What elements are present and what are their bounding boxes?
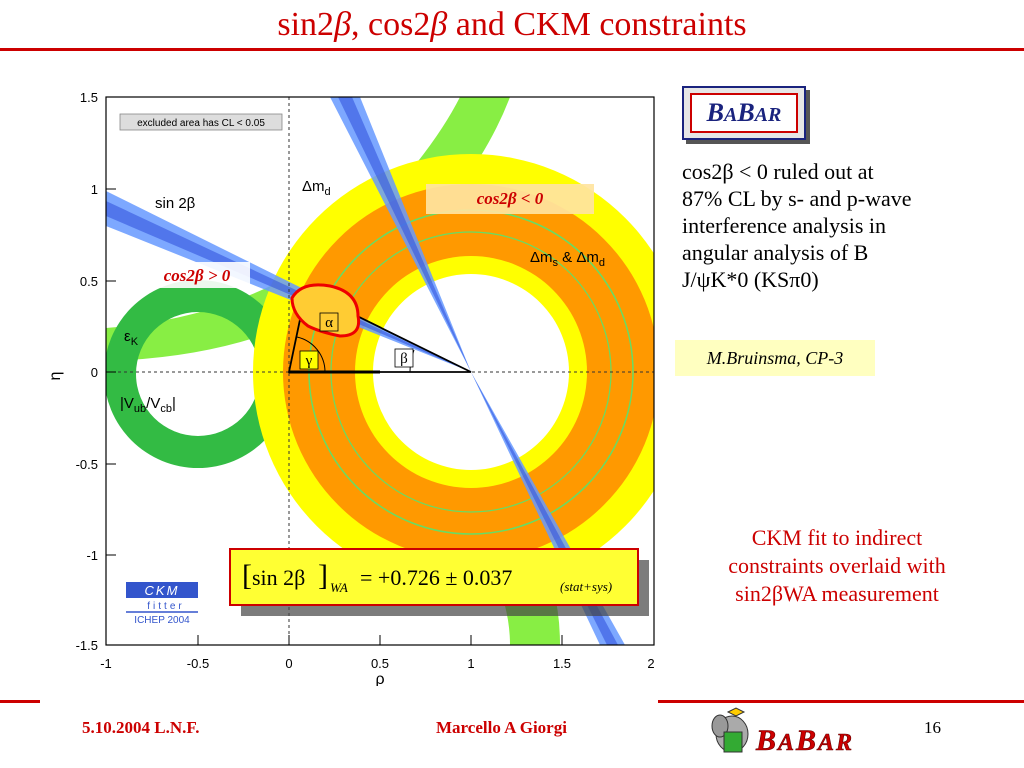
babar-logo-box: BABAR xyxy=(682,86,806,140)
page-number: 16 xyxy=(924,718,941,737)
svg-text:A: A xyxy=(776,730,794,756)
svg-text:]: ] xyxy=(318,559,328,592)
y-tick-label: 0.5 xyxy=(80,274,98,289)
formula-stat: (stat+sys) xyxy=(560,579,612,594)
svg-text:[: [ xyxy=(242,559,252,592)
x-tick-label: 1.5 xyxy=(553,656,571,671)
delta-md-label: Δmd xyxy=(302,178,331,198)
svg-text:B: B xyxy=(755,724,776,757)
y-tick-label: -0.5 xyxy=(76,457,98,472)
sin2beta-band-upper xyxy=(330,97,471,372)
svg-text:A: A xyxy=(816,730,834,756)
footer-date: 5.10.2004 L.N.F. xyxy=(82,718,200,737)
conference-text: ICHEP 2004 xyxy=(134,615,190,626)
reference-box: M.Bruinsma, CP-3 xyxy=(675,340,875,376)
vub-vcb-ring xyxy=(106,280,292,468)
x-tick-label: -1 xyxy=(100,656,112,671)
sin2beta-label: sin 2β xyxy=(155,195,196,212)
y-tick-label: 1 xyxy=(91,182,98,197)
y-tick-label: -1.5 xyxy=(76,638,98,653)
ckm-constraint-plot: 1.5 1 0.5 0 -0.5 -1 -1.5 -1 -0.5 0 0.5 1… xyxy=(47,90,655,686)
ckm-logo-bar xyxy=(126,582,198,598)
formula-sub: WA xyxy=(330,580,348,595)
y-tick-label: -1 xyxy=(86,548,98,563)
x-tick-label: -0.5 xyxy=(187,656,209,671)
cos-neg-label: cos2β < 0 xyxy=(477,189,544,208)
footer-rule-left xyxy=(0,700,40,703)
formula-box xyxy=(229,548,639,606)
babar-logo-text: BABAR xyxy=(706,98,782,127)
svg-text:B: B xyxy=(795,724,816,757)
vub-vcb-label: |Vub/Vcb| xyxy=(120,395,176,415)
y-tick-label: 0 xyxy=(91,365,98,380)
excluded-note-box xyxy=(119,113,283,131)
x-tick-label: 1 xyxy=(467,656,474,671)
footer-author: Marcello A Giorgi xyxy=(436,718,567,737)
beta-label: β xyxy=(400,351,408,367)
y-tick-label: 1.5 xyxy=(80,90,98,105)
ckm-logo-text: CKM xyxy=(145,583,180,598)
analysis-description: cos2β < 0 ruled out at 87% CL by s- and … xyxy=(682,159,912,292)
title-rule xyxy=(0,48,1024,51)
alpha-label: α xyxy=(325,315,333,331)
cos-pos-label: cos2β > 0 xyxy=(164,266,231,285)
cos-neg-box xyxy=(426,184,594,214)
x-tick-label: 0 xyxy=(285,656,292,671)
slide-title: sin2β, cos2β and CKM constraints xyxy=(277,6,747,43)
babar-elephant-logo: B A B A R xyxy=(711,707,852,757)
formula-lhs: sin 2β xyxy=(252,565,305,590)
excluded-note: excluded area has CL < 0.05 xyxy=(137,118,265,129)
footer-rule-right xyxy=(658,700,1024,703)
y-axis-label: η xyxy=(47,372,64,381)
ms-md-label: Δms & Δmd xyxy=(530,249,605,269)
fit-cl-region xyxy=(290,283,361,338)
epsilon-k-label: εK xyxy=(124,328,139,348)
fit-note: CKM fit to indirect constraints overlaid… xyxy=(728,525,946,606)
gamma-label: γ xyxy=(305,353,313,369)
x-tick-label: 2 xyxy=(647,656,654,671)
svg-text:R: R xyxy=(835,730,852,756)
fitter-text: fitter xyxy=(147,601,184,612)
formula-rhs: = +0.726 ± 0.037 xyxy=(360,565,512,590)
x-axis-label: ρ xyxy=(375,671,384,686)
x-tick-label: 0.5 xyxy=(371,656,389,671)
cos-pos-box xyxy=(144,262,250,288)
